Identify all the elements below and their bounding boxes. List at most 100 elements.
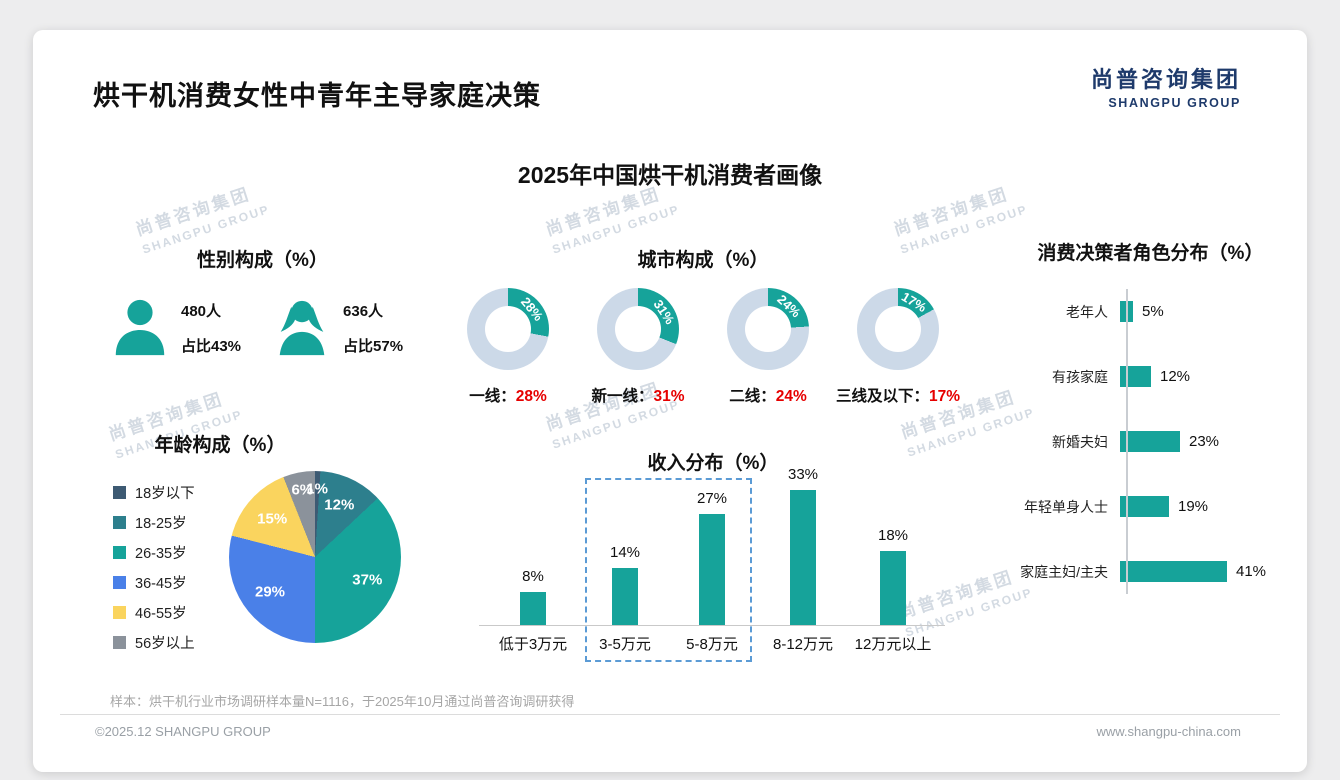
legend-swatch	[113, 515, 126, 529]
legend-swatch	[113, 635, 126, 649]
city-donut-item: 31% 新一线：31%	[573, 288, 703, 406]
decision-value-label: 5%	[1142, 303, 1164, 320]
city-section: 城市构成（%） 28% 一线：28% 31% 新一线：31% 24% 二线：24% 17% 三…	[443, 245, 963, 406]
income-section-title: 收入分布（%）	[647, 453, 779, 474]
income-bar	[520, 592, 546, 625]
city-name-label: 新一线：	[591, 388, 654, 405]
age-section-title: 年龄构成（%）	[154, 435, 286, 456]
age-legend-item: 26-35岁	[113, 537, 195, 567]
male-icon	[115, 299, 165, 356]
decision-row: 老年人 5%	[993, 279, 1308, 344]
decision-value-label: 41%	[1236, 563, 1267, 580]
copyright-text: ©2025.12 SHANGPU GROUP	[95, 724, 271, 739]
income-category-label: 5-8万元	[686, 636, 738, 653]
decision-bar	[1120, 496, 1169, 517]
gender-section: 性别构成（%） 480人 占比43%	[95, 245, 430, 362]
decision-section: 消费决策者角色分布（%） 老年人 5% 有孩家庭 12% 新婚夫妇 23% 年轻单身人士 19…	[993, 238, 1308, 604]
income-value-label: 8%	[522, 568, 544, 585]
decision-bar	[1120, 366, 1151, 387]
female-count: 636人	[343, 303, 384, 320]
income-value-label: 27%	[696, 490, 728, 507]
age-legend-item: 18岁以下	[113, 477, 195, 507]
donut-hole	[485, 306, 531, 352]
legend-swatch	[113, 485, 126, 499]
decision-value-label: 12%	[1160, 368, 1191, 385]
decision-value-label: 19%	[1178, 498, 1209, 515]
slide-card: 尚普咨询集团 SHANGPU GROUP 尚普咨询集团 SHANGPU GROUP 尚普…	[33, 30, 1307, 772]
age-slice-label: 1%	[306, 480, 328, 498]
female-stats: 636人 占比57%	[343, 294, 403, 356]
footer-divider	[60, 714, 1280, 715]
age-legend-item: 18-25岁	[113, 507, 195, 537]
income-plot: 8% 低于3万元 14% 3-5万元 27% 5-8万元 33% 8-12万元 18% 12万元以…	[473, 466, 953, 675]
donut-hole	[745, 306, 791, 352]
decision-category-label: 有孩家庭	[1052, 368, 1108, 385]
city-donut-item: 17% 三线及以下：17%	[833, 288, 963, 406]
income-category-label: 低于3万元	[498, 636, 568, 653]
age-slice-label: 37%	[352, 571, 383, 589]
income-category-label: 12万元以上	[854, 636, 932, 653]
city-value-label: 28%	[515, 388, 547, 405]
age-legend-label: 46-55岁	[135, 605, 187, 622]
age-legend-label: 36-45岁	[135, 575, 187, 592]
income-baseline	[479, 625, 945, 626]
decision-category-label: 新婚夫妇	[1052, 433, 1108, 450]
city-donut-chart: 31%	[597, 288, 679, 370]
logo-en-text: SHANGPU GROUP	[1108, 96, 1241, 110]
income-bar	[699, 514, 725, 625]
decision-row: 家庭主妇/主夫 41%	[993, 539, 1308, 604]
sample-footnote: 样本：烘干机行业市场调研样本量N=1116，于2025年10月通过尚普咨询调研获…	[110, 694, 575, 709]
decision-bar	[1120, 561, 1227, 582]
income-value-label: 18%	[877, 527, 909, 544]
decision-section-title: 消费决策者角色分布（%）	[1037, 243, 1264, 264]
income-bar	[612, 568, 638, 625]
city-value-label: 24%	[775, 388, 807, 405]
decision-row: 新婚夫妇 23%	[993, 409, 1308, 474]
decision-category-label: 年轻单身人士	[1024, 498, 1108, 515]
income-bar	[790, 490, 816, 625]
age-slice-label: 29%	[254, 583, 286, 601]
city-value-label: 31%	[653, 388, 685, 405]
female-icon	[279, 300, 325, 356]
age-pie-chart: 1% 12% 37% 29% 15% 6%	[229, 471, 401, 643]
income-value-label: 33%	[787, 466, 819, 483]
decision-row: 有孩家庭 12%	[993, 344, 1308, 409]
website-url: www.shangpu-china.com	[1096, 724, 1241, 739]
female-share: 占比57%	[343, 338, 404, 355]
city-name-label: 一线：	[469, 388, 516, 405]
decision-row: 年轻单身人士 19%	[993, 474, 1308, 539]
male-count: 480人	[181, 303, 222, 320]
decision-category-label: 家庭主妇/主夫	[1020, 563, 1108, 580]
income-highlight-box	[585, 478, 752, 662]
city-donut-item: 28% 一线：28%	[443, 288, 573, 406]
infographic-title: 2025年中国烘干机消费者画像	[517, 162, 823, 188]
female-group: 636人 占比57%	[271, 294, 403, 362]
city-donuts: 28% 一线：28% 31% 新一线：31% 24% 二线：24% 17% 三线及以下：17%	[443, 288, 963, 406]
age-slice-label: 15%	[257, 510, 288, 528]
age-legend-label: 26-35岁	[135, 545, 187, 562]
donut-hole	[875, 306, 921, 352]
age-slice-label: 6%	[291, 481, 314, 499]
city-donut-caption: 二线：24%	[729, 384, 807, 406]
age-legend-item: 46-55岁	[113, 597, 195, 627]
city-section-title: 城市构成（%）	[637, 250, 769, 271]
page-title: 烘干机消费女性中青年主导家庭决策	[93, 81, 541, 111]
income-category-label: 8-12万元	[772, 636, 834, 653]
age-legend: 18岁以下 18-25岁 26-35岁 36-45岁 46-55岁 56岁以上	[113, 477, 195, 657]
income-value-label: 14%	[609, 544, 641, 561]
city-donut-chart: 24%	[727, 288, 809, 370]
decision-value-label: 23%	[1189, 433, 1220, 450]
city-name-label: 三线及以下：	[835, 388, 929, 405]
donut-hole	[615, 306, 661, 352]
decision-bar	[1120, 431, 1180, 452]
income-category-label: 3-5万元	[599, 636, 651, 653]
decision-category-label: 老年人	[1066, 303, 1108, 320]
city-name-label: 二线：	[729, 388, 776, 405]
city-donut-item: 24% 二线：24%	[703, 288, 833, 406]
male-group: 480人 占比43%	[109, 294, 241, 362]
city-donut-caption: 三线及以下：17%	[836, 384, 960, 406]
income-bar	[880, 551, 906, 625]
logo-cn-text: 尚普咨询集团	[1090, 67, 1241, 92]
legend-swatch	[113, 605, 126, 619]
